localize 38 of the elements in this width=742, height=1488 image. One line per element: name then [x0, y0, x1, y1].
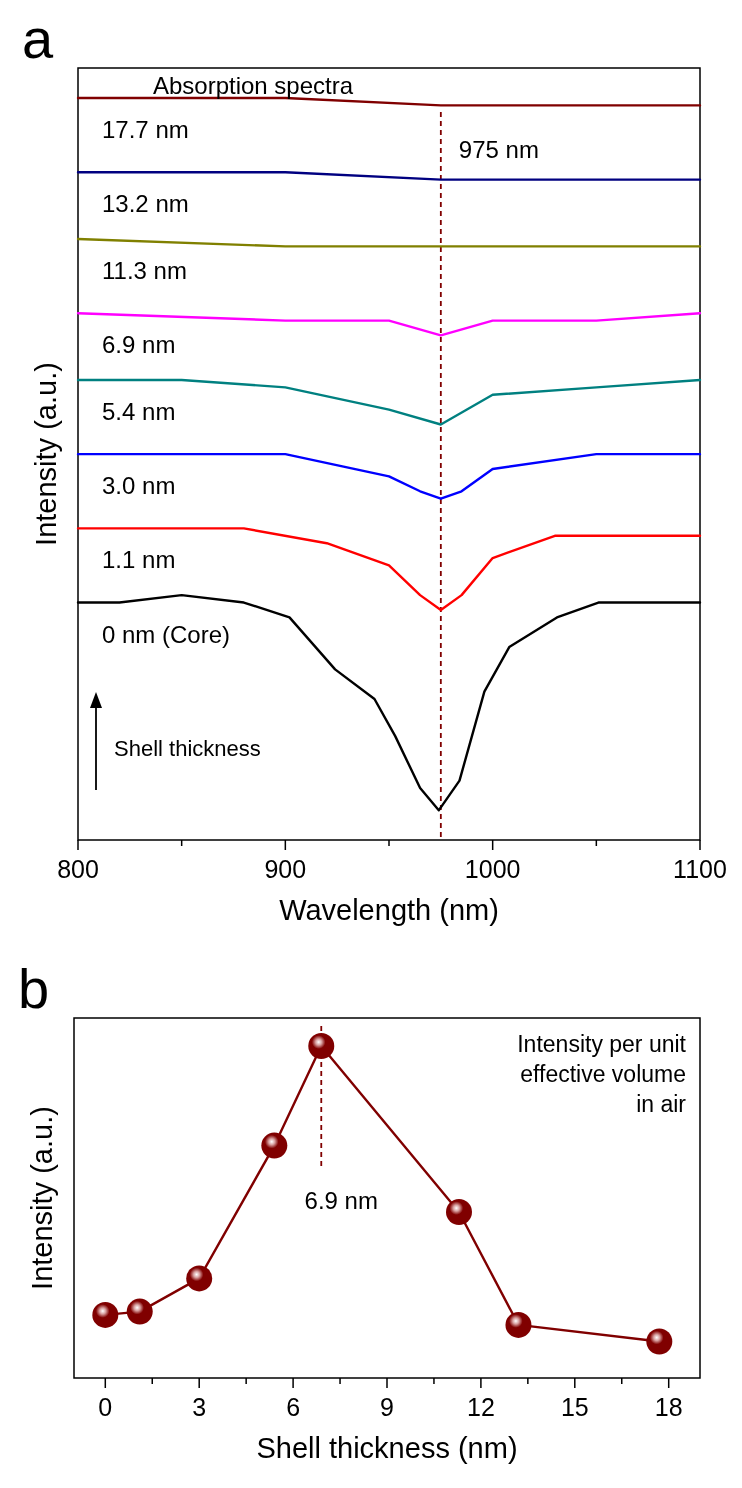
point	[445, 1199, 472, 1225]
series-label: 11.3 nm	[102, 256, 187, 284]
x-tick-label: 1000	[464, 855, 521, 883]
x-axis-title: Wavelength (nm)	[279, 894, 499, 926]
ref-line-label: 6.9 nm	[304, 1187, 378, 1215]
point	[186, 1265, 213, 1292]
y-axis-title: Intensity (a.u.)	[26, 1106, 58, 1290]
x-tick-label: 800	[57, 855, 99, 883]
point	[646, 1328, 673, 1355]
x-tick-label: 3	[192, 1393, 207, 1421]
annotation: Intensity per unit effective volume in air	[517, 1031, 687, 1117]
x-tick-label: 9	[380, 1393, 394, 1421]
series-label: 1.1 nm	[102, 546, 176, 574]
x-tick-label: 12	[466, 1393, 495, 1421]
x-axis-title: Shell thickness (nm)	[256, 1432, 518, 1464]
point	[126, 1298, 153, 1325]
x-tick-label: 0	[98, 1393, 113, 1421]
x-tick-label: 18	[654, 1393, 683, 1421]
series-label: 17.7 nm	[102, 116, 189, 143]
series-label: 6.9 nm	[102, 331, 176, 359]
text: a	[22, 7, 54, 70]
series-label: 5.4 nm	[102, 397, 176, 425]
point	[308, 1033, 335, 1059]
y-axis-title: Intensity (a.u.)	[30, 362, 62, 546]
annotation: Shell thickness	[114, 736, 261, 761]
point	[92, 1301, 119, 1328]
point	[505, 1311, 532, 1338]
text: b	[18, 957, 50, 1020]
x-tick-label: 1100	[673, 855, 727, 883]
x-tick-label: 6	[286, 1393, 301, 1421]
chart-title: Absorption spectra	[152, 72, 354, 99]
series-label: 3.0 nm	[102, 472, 176, 500]
ref-line-label: 975 nm	[458, 136, 539, 163]
x-tick-label: 900	[264, 855, 307, 883]
point	[261, 1132, 288, 1159]
x-tick-label: 15	[560, 1393, 589, 1421]
series-label: 13.2 nm	[102, 190, 189, 218]
series-label: 0 nm (Core)	[102, 620, 231, 648]
